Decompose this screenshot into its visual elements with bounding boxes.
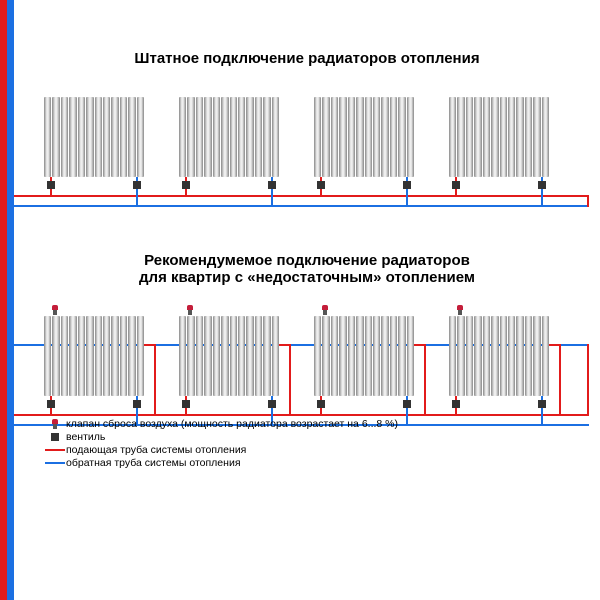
valve-icon — [403, 400, 411, 408]
valve-icon — [538, 400, 546, 408]
air-valve-icon — [322, 305, 328, 315]
legend-valve-label: вентиль — [66, 431, 105, 443]
legend-air-valve: клапан сброса воздуха (мощность радиатор… — [44, 418, 398, 430]
section2-title-line2: для квартир с «недостаточным» отоплением — [14, 269, 600, 286]
supply-drop — [289, 344, 291, 414]
supply-pipe — [14, 414, 589, 416]
radiator — [179, 97, 279, 177]
radiator — [449, 316, 549, 396]
valve-icon — [403, 181, 411, 189]
section1-diagram — [14, 77, 600, 237]
legend-return-label: обратная труба системы отопления — [66, 457, 241, 469]
valve-icon — [268, 400, 276, 408]
supply-drop — [559, 344, 561, 414]
riser-supply — [0, 0, 7, 600]
radiator — [449, 97, 549, 177]
valve-icon — [317, 181, 325, 189]
valve-icon — [452, 181, 460, 189]
supply-riser-end — [587, 344, 589, 416]
air-valve-icon — [457, 305, 463, 315]
legend-return: обратная труба системы отопления — [44, 457, 398, 469]
valve-icon — [182, 400, 190, 408]
return-tap — [167, 344, 179, 346]
legend-air-valve-label: клапан сброса воздуха (мощность радиатор… — [66, 418, 398, 430]
return-tap — [32, 344, 44, 346]
riser-return — [7, 0, 14, 600]
legend: клапан сброса воздуха (мощность радиатор… — [44, 417, 398, 470]
legend-supply: подающая труба системы отопления — [44, 444, 398, 456]
section2-title-line1: Рекомендумемое подключение радиаторов — [14, 252, 600, 269]
section1-title: Штатное подключение радиаторов отопления — [14, 50, 600, 67]
supply-line-icon — [44, 449, 66, 451]
valve-icon — [268, 181, 276, 189]
radiator — [179, 316, 279, 396]
legend-valve: вентиль — [44, 431, 398, 443]
valve-icon — [538, 181, 546, 189]
diagram-content: Штатное подключение радиаторов отопления… — [14, 0, 600, 600]
radiator — [44, 316, 144, 396]
radiator — [314, 97, 414, 177]
radiator — [44, 97, 144, 177]
valve-icon — [47, 181, 55, 189]
supply-pipe — [14, 195, 589, 197]
valve-icon — [452, 400, 460, 408]
supply-drop — [154, 344, 156, 414]
supply-end — [587, 195, 589, 207]
return-line-icon — [44, 462, 66, 464]
return-pipe — [14, 205, 589, 207]
return-tap — [302, 344, 314, 346]
valve-icon — [182, 181, 190, 189]
return-tap — [437, 344, 449, 346]
valve-icon — [133, 181, 141, 189]
air-valve-icon — [52, 305, 58, 315]
air-valve-icon — [44, 419, 66, 429]
supply-drop — [424, 344, 426, 414]
valve-icon — [47, 400, 55, 408]
air-valve-icon — [187, 305, 193, 315]
legend-supply-label: подающая труба системы отопления — [66, 444, 246, 456]
radiator — [314, 316, 414, 396]
valve-icon — [133, 400, 141, 408]
valve-icon — [44, 433, 66, 441]
riser-pipes — [0, 0, 14, 600]
valve-icon — [317, 400, 325, 408]
